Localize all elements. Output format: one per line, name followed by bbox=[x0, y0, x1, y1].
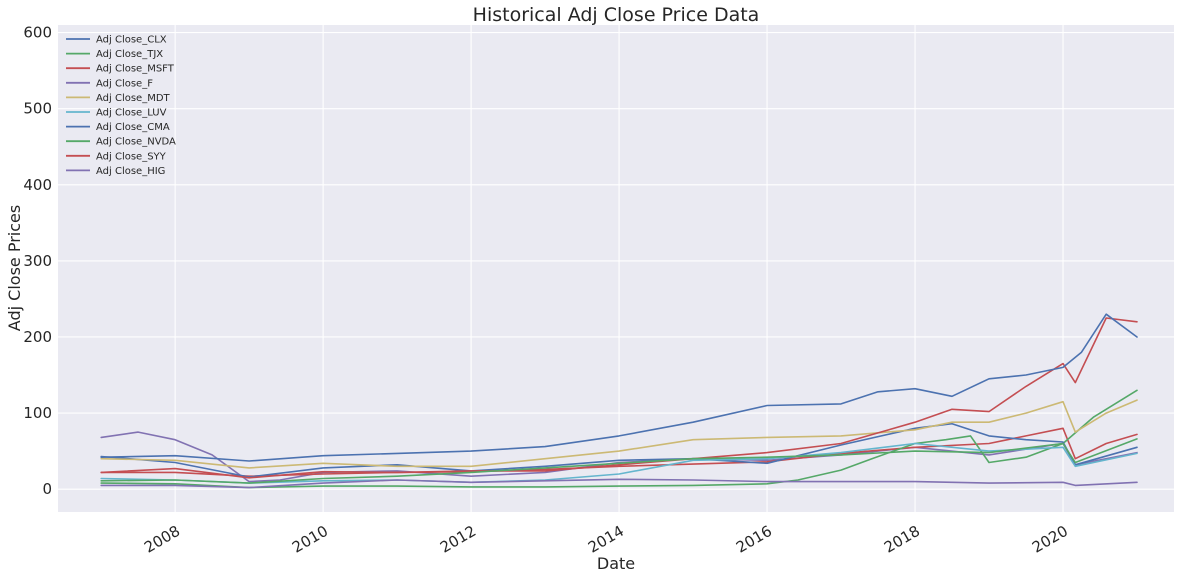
x-tick-label: 2014 bbox=[585, 522, 627, 557]
y-tick-label: 300 bbox=[23, 252, 52, 270]
chart-title: Historical Adj Close Price Data bbox=[473, 4, 760, 26]
series-line-adj-close-syy bbox=[100, 427, 1138, 478]
y-tick-label: 200 bbox=[23, 328, 52, 346]
legend-entry: Adj Close_CLX bbox=[96, 35, 167, 46]
x-tick-label: 2010 bbox=[289, 522, 331, 557]
series-lines bbox=[100, 313, 1138, 489]
series-line-adj-close-mdt bbox=[100, 399, 1138, 469]
legend-entry: Adj Close_SYY bbox=[96, 151, 167, 162]
legend-entry: Adj Close_NVDA bbox=[96, 137, 176, 148]
series-line-adj-close-cma bbox=[100, 422, 1138, 478]
legend-entry: Adj Close_CMA bbox=[96, 122, 170, 133]
legend: Adj Close_CLX Adj Close_TJX Adj Close_MSFT… bbox=[66, 35, 176, 177]
legend-entry: Adj Close_F bbox=[96, 78, 153, 89]
series-line-adj-close-nvda bbox=[100, 389, 1138, 489]
x-tick-label: 2018 bbox=[881, 522, 923, 557]
legend-entry: Adj Close_MDT bbox=[96, 93, 171, 104]
y-tick-label: 0 bbox=[42, 480, 52, 498]
plot-area bbox=[58, 25, 1174, 512]
grid-lines bbox=[58, 25, 1174, 512]
series-line-adj-close-f bbox=[100, 478, 1138, 489]
x-axis-label: Date bbox=[597, 554, 635, 573]
x-tick-label: 2016 bbox=[733, 522, 775, 557]
x-tick-label: 2020 bbox=[1029, 522, 1071, 557]
legend-entry: Adj Close_HIG bbox=[96, 166, 165, 177]
legend-entry: Adj Close_TJX bbox=[96, 49, 163, 60]
series-line-adj-close-luv bbox=[100, 442, 1138, 484]
y-axis-label: Adj Close Prices bbox=[5, 205, 24, 331]
series-line-adj-close-hig bbox=[100, 431, 1138, 483]
series-line-adj-close-msft bbox=[100, 317, 1138, 479]
y-tick-label: 100 bbox=[23, 404, 52, 422]
y-tick-label: 500 bbox=[23, 100, 52, 118]
y-tick-label: 600 bbox=[23, 24, 52, 42]
series-line-adj-close-clx bbox=[100, 313, 1138, 462]
legend-entry: Adj Close_MSFT bbox=[96, 64, 175, 75]
legend-entry: Adj Close_LUV bbox=[96, 108, 167, 119]
x-tick-label: 2008 bbox=[141, 522, 183, 557]
series-line-adj-close-tjx bbox=[100, 438, 1138, 484]
x-tick-label: 2012 bbox=[437, 522, 479, 557]
y-tick-label: 400 bbox=[23, 176, 52, 194]
